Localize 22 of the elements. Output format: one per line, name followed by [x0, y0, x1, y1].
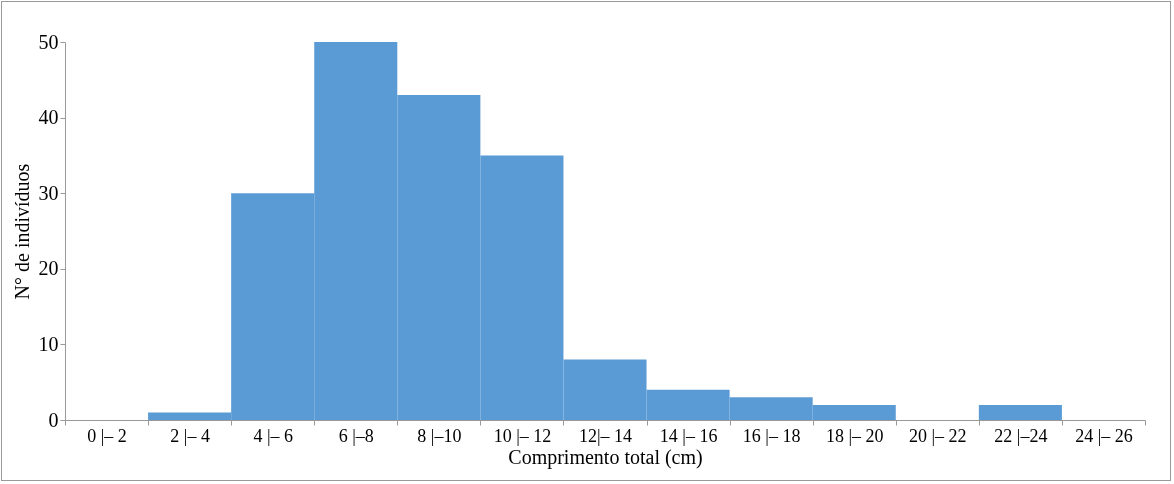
x-tick-label: 0 |– 2 [87, 425, 127, 446]
x-tick-label: 18 |– 20 [825, 425, 884, 446]
y-tick-label: 0 [48, 408, 59, 431]
x-tick-label: 22 |–24 [994, 425, 1048, 446]
x-tick-label: 2 |– 4 [170, 425, 210, 446]
x-tick-label: 12|– 14 [578, 425, 633, 446]
y-tick-label: 10 [38, 332, 59, 355]
x-tick-label: 20 |– 22 [909, 425, 967, 446]
x-tick-label: 4 |– 6 [253, 425, 293, 446]
y-axis-title: N° de indivíduos [10, 163, 33, 300]
y-tick-label: 20 [38, 257, 59, 280]
x-tick-label: 16 |– 18 [742, 425, 801, 446]
x-tick-label: 8 |–10 [417, 425, 462, 446]
x-tick-label: 10 |– 12 [493, 425, 552, 446]
x-tick-label: 24 |– 26 [1075, 425, 1133, 446]
y-tick-label: 40 [38, 106, 59, 129]
y-tick-label: 30 [38, 181, 59, 204]
x-axis-title: Comprimento total (cm) [508, 445, 703, 469]
x-tick-label: 14 |– 16 [659, 425, 718, 446]
y-tick-label: 50 [38, 30, 59, 53]
x-tick-label: 6 |–8 [338, 425, 374, 446]
bar [978, 404, 1062, 420]
